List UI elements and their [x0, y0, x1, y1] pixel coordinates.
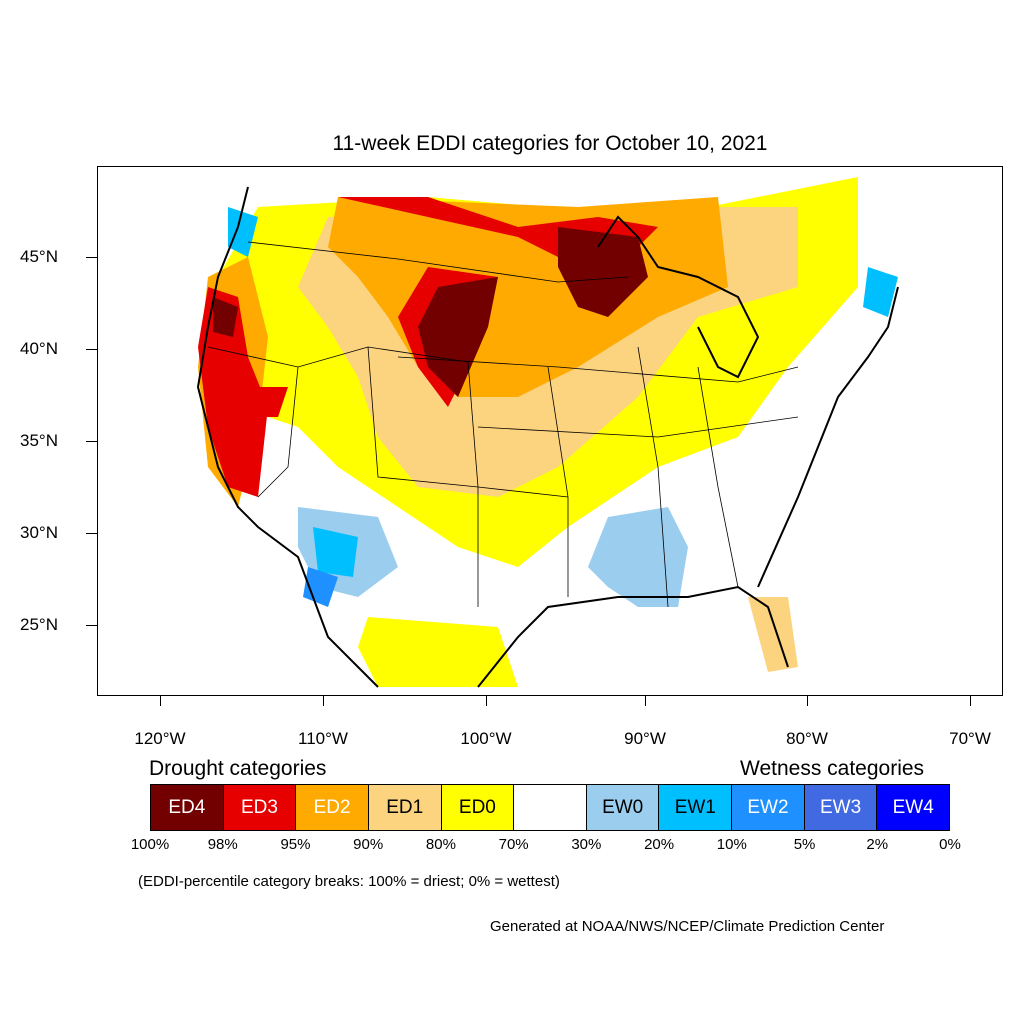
ew1-southwest — [313, 527, 358, 577]
legend-box-ew3: EW3 — [804, 785, 878, 830]
lat-tick-25 — [86, 625, 97, 626]
coastlines — [196, 186, 899, 688]
legend-box-ed4: ED4 — [151, 785, 224, 830]
legend-box-ed0: ED0 — [441, 785, 515, 830]
lat-label-40: 40°N — [20, 339, 58, 358]
state-borders — [207, 241, 799, 608]
lon-tick-80 — [807, 696, 808, 706]
lat-label-45: 45°N — [20, 247, 58, 266]
lon-label-110: 110°W — [298, 729, 348, 748]
percentile-label: 95% — [280, 836, 311, 853]
lon-label-120: 120°W — [134, 729, 186, 748]
lon-tick-90 — [645, 696, 646, 706]
lon-label-80: 80°W — [786, 729, 828, 748]
lat-label-30: 30°N — [20, 523, 58, 542]
percentile-label: 80% — [425, 836, 456, 853]
ed4-north — [558, 227, 648, 317]
eddi-map — [196, 177, 899, 688]
lat-tick-35 — [86, 441, 97, 442]
credit-text: Generated at NOAA/NWS/NCEP/Climate Predi… — [490, 918, 885, 935]
ew1-northwest — [228, 207, 258, 257]
lon-tick-100 — [486, 696, 487, 706]
lat-label-35: 35°N — [20, 431, 58, 450]
drought-heading: Drought categories — [149, 757, 327, 780]
legend-box-ed3: ED3 — [223, 785, 297, 830]
percentile-label: 70% — [498, 836, 529, 853]
percentile-label: 5% — [793, 836, 816, 853]
ed4-center — [418, 277, 498, 397]
map-panel — [97, 166, 1003, 696]
ew2-sonora — [303, 567, 338, 607]
legend-box-ew2: EW2 — [732, 785, 805, 830]
legend-box-ew4: EW4 — [877, 785, 950, 830]
percentile-label: 20% — [644, 836, 675, 853]
category-note: (EDDI-percentile category breaks: 100% =… — [138, 873, 560, 890]
legend-box-ew1: EW1 — [659, 785, 733, 830]
lat-label-25: 25°N — [20, 615, 58, 634]
ed3-nevada — [248, 387, 288, 417]
map-title: 11-week EDDI categories for October 10, … — [332, 132, 768, 155]
lon-tick-110 — [323, 696, 324, 706]
percentile-label: 0% — [939, 836, 961, 853]
lat-tick-30 — [86, 533, 97, 534]
percentile-label: 98% — [207, 836, 238, 853]
percentile-label: 30% — [571, 836, 602, 853]
ed3-west — [198, 287, 268, 497]
lon-label-100: 100°W — [460, 729, 512, 748]
ew1-northeast — [863, 267, 898, 317]
percentile-label: 90% — [353, 836, 384, 853]
percentile-label: 2% — [866, 836, 889, 853]
lon-label-70: 70°W — [949, 729, 991, 748]
legend-colorbar: ED4 ED3 ED2 ED1 ED0 EW0 EW1 EW2 EW3 EW4 — [150, 784, 950, 831]
lon-tick-70 — [970, 696, 971, 706]
percentile-label: 100% — [130, 836, 170, 853]
percentile-label: 10% — [716, 836, 747, 853]
ed0-florida — [748, 597, 798, 672]
lat-tick-45 — [86, 257, 97, 258]
lon-tick-120 — [160, 696, 161, 706]
lon-label-90: 90°W — [624, 729, 666, 748]
legend-box-ed2: ED2 — [296, 785, 369, 830]
wetness-heading: Wetness categories — [740, 757, 925, 780]
legend-box-ew0: EW0 — [586, 785, 660, 830]
legend-box-ed1: ED1 — [368, 785, 442, 830]
lat-tick-40 — [86, 349, 97, 350]
ed4-oregon — [213, 297, 238, 337]
ed0-texas — [358, 617, 518, 687]
legend-box-neutral — [514, 785, 587, 830]
